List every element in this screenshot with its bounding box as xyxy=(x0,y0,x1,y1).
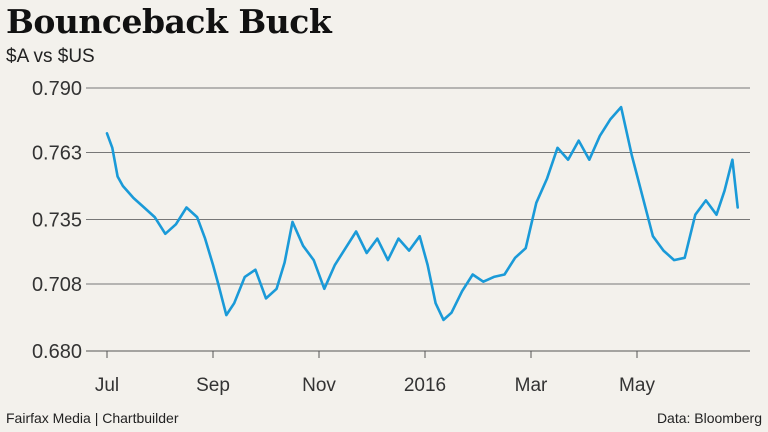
x-tick-label: 2016 xyxy=(404,375,446,396)
source-credit: Fairfax Media | Chartbuilder xyxy=(6,410,179,426)
chart-subtitle: $A vs $US xyxy=(6,46,95,67)
data-source: Data: Bloomberg xyxy=(656,410,762,426)
x-tick-label: Mar xyxy=(515,375,548,396)
y-tick-label: 0.708 xyxy=(32,274,82,296)
x-tick-label: May xyxy=(619,375,655,396)
chart-title: Bounceback Buck xyxy=(6,2,332,41)
y-tick-label: 0.680 xyxy=(32,341,82,363)
y-tick-label: 0.763 xyxy=(32,143,82,165)
series-line xyxy=(105,105,740,322)
y-tick-label: 0.790 xyxy=(32,78,82,100)
x-tick-label: Jul xyxy=(95,375,119,396)
x-tick-label: Nov xyxy=(302,375,336,396)
y-tick-label: 0.735 xyxy=(32,210,82,232)
x-tick-label: Sep xyxy=(196,375,230,396)
